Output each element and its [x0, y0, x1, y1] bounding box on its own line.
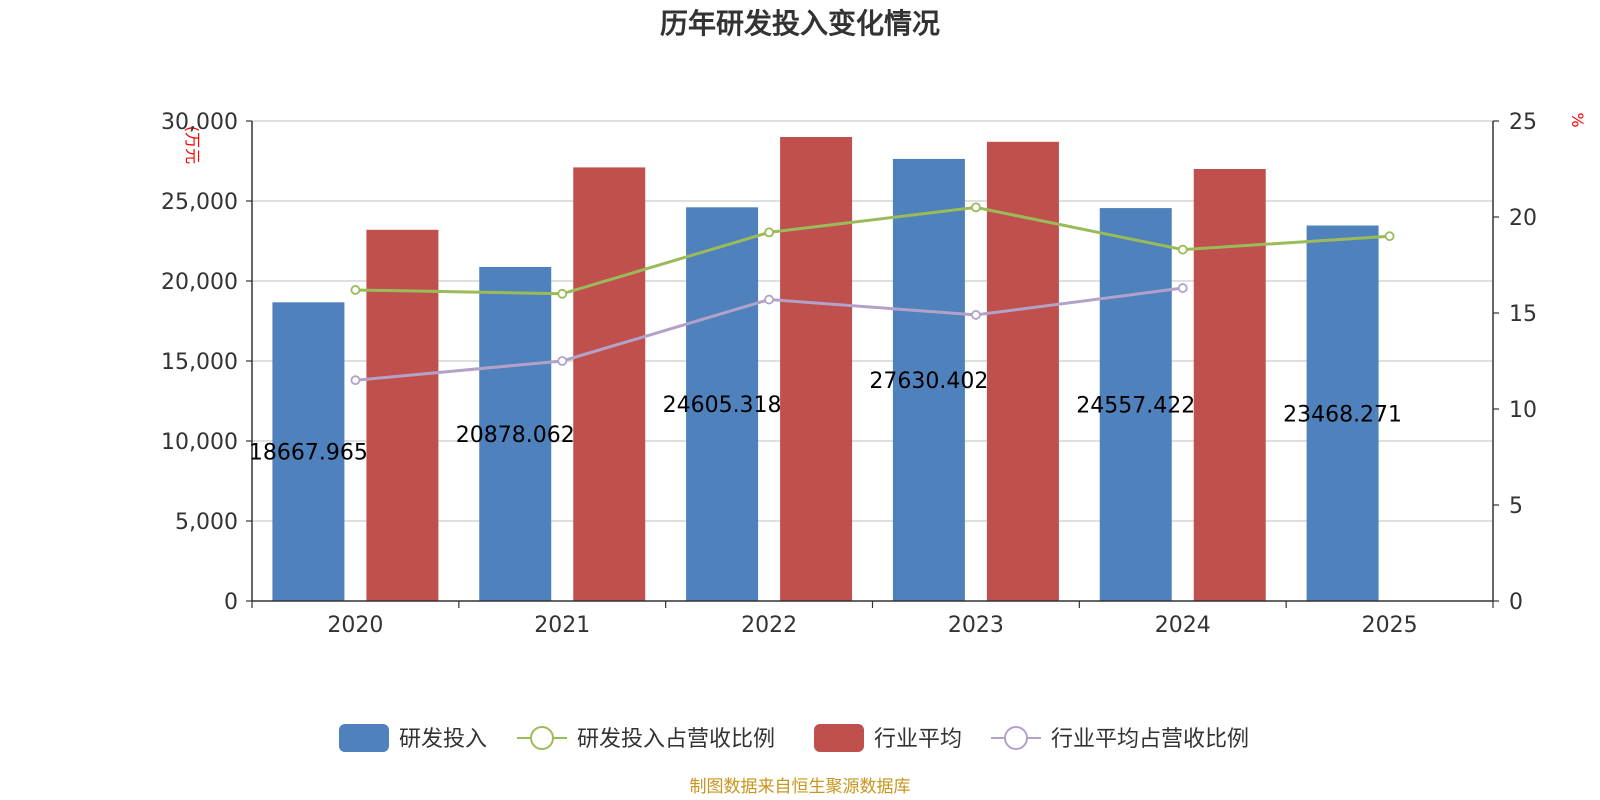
bars: [272, 137, 1379, 602]
bar-rd: [892, 158, 965, 601]
legend-label: 研发投入: [399, 727, 487, 752]
bar-industry: [780, 137, 853, 601]
left-axis-unit: (万元: [183, 126, 202, 164]
line-point: [350, 285, 361, 295]
line-point: [350, 375, 361, 386]
lines: [350, 202, 1395, 386]
chart-title: 历年研发投入变化情况: [660, 7, 940, 40]
line-point: [971, 310, 981, 320]
data-labels: 18667.965 20878.062 24605.318 27630.402 2455…: [249, 369, 1402, 466]
bar-industry: [573, 167, 646, 601]
legend-swatch-marker: [1004, 726, 1028, 750]
left-axis-tick-label: 20,000: [161, 270, 238, 295]
line-point: [1177, 244, 1188, 255]
right-axis-tick-label: 20: [1509, 206, 1537, 231]
legend-label: 行业平均占营收比例: [1051, 727, 1249, 752]
bar-rd: [1099, 208, 1172, 602]
left-axis-tick-label: 5,000: [175, 510, 238, 535]
line-point: [764, 294, 774, 305]
legend[interactable]: 研发投入 研发投入占营收比例 行业平均 行业平均占营收比例: [339, 724, 1249, 752]
line-point: [557, 288, 568, 299]
right-axis-tick-label: 15: [1509, 302, 1537, 327]
data-label: 23468.271: [1283, 402, 1402, 427]
x-axis-tick-label: 2020: [327, 613, 383, 638]
data-label: 20878.062: [456, 423, 575, 448]
data-label: 24605.318: [663, 393, 782, 418]
left-axis-tick-label: 30,000: [161, 110, 238, 135]
legend-label: 研发投入占营收比例: [577, 727, 775, 752]
line-point: [971, 202, 981, 213]
bar-rd: [272, 302, 345, 601]
left-axis-tick-label: 25,000: [161, 190, 238, 215]
x-axis-tick-label: 2024: [1155, 613, 1211, 638]
x-axis-tick-label: 2023: [948, 613, 1004, 638]
right-axis-tick-label: 0: [1509, 590, 1523, 615]
bar-rd: [1306, 225, 1379, 601]
gridlines: [252, 120, 1493, 522]
legend-label: 行业平均: [874, 727, 962, 752]
legend-swatch: [814, 724, 864, 752]
bar-rd: [479, 266, 552, 601]
axes: 0 5,000 10,000 15,000 20,000 25,000 30,000 0 5 10…: [161, 110, 1537, 638]
line-point: [1384, 231, 1395, 242]
left-axis-tick-label: 15,000: [161, 350, 238, 375]
line-point: [1177, 283, 1188, 293]
bar-rd: [686, 207, 759, 601]
bar-industry: [366, 229, 439, 602]
data-label: 27630.402: [869, 369, 988, 394]
legend-swatch-marker: [530, 726, 554, 750]
right-axis-unit: %: [1568, 112, 1587, 127]
x-axis-tick-label: 2022: [741, 613, 797, 638]
right-axis-tick-label: 10: [1509, 398, 1537, 423]
right-axis-tick-label: 25: [1509, 110, 1537, 135]
data-label: 18667.965: [249, 441, 368, 466]
left-axis-tick-label: 0: [224, 590, 238, 615]
right-axis-tick-label: 5: [1509, 494, 1523, 519]
source-note: 制图数据来自恒生聚源数据库: [690, 777, 911, 797]
legend-swatch: [339, 724, 389, 752]
line-rd-ratio: [355, 205, 1390, 296]
left-axis-tick-label: 10,000: [161, 430, 238, 455]
x-axis-tick-label: 2025: [1362, 613, 1418, 638]
line-point: [557, 356, 568, 366]
bar-industry: [1193, 169, 1266, 601]
data-label: 24557.422: [1076, 394, 1195, 419]
line-point: [764, 227, 774, 238]
x-axis-tick-label: 2021: [534, 613, 590, 638]
